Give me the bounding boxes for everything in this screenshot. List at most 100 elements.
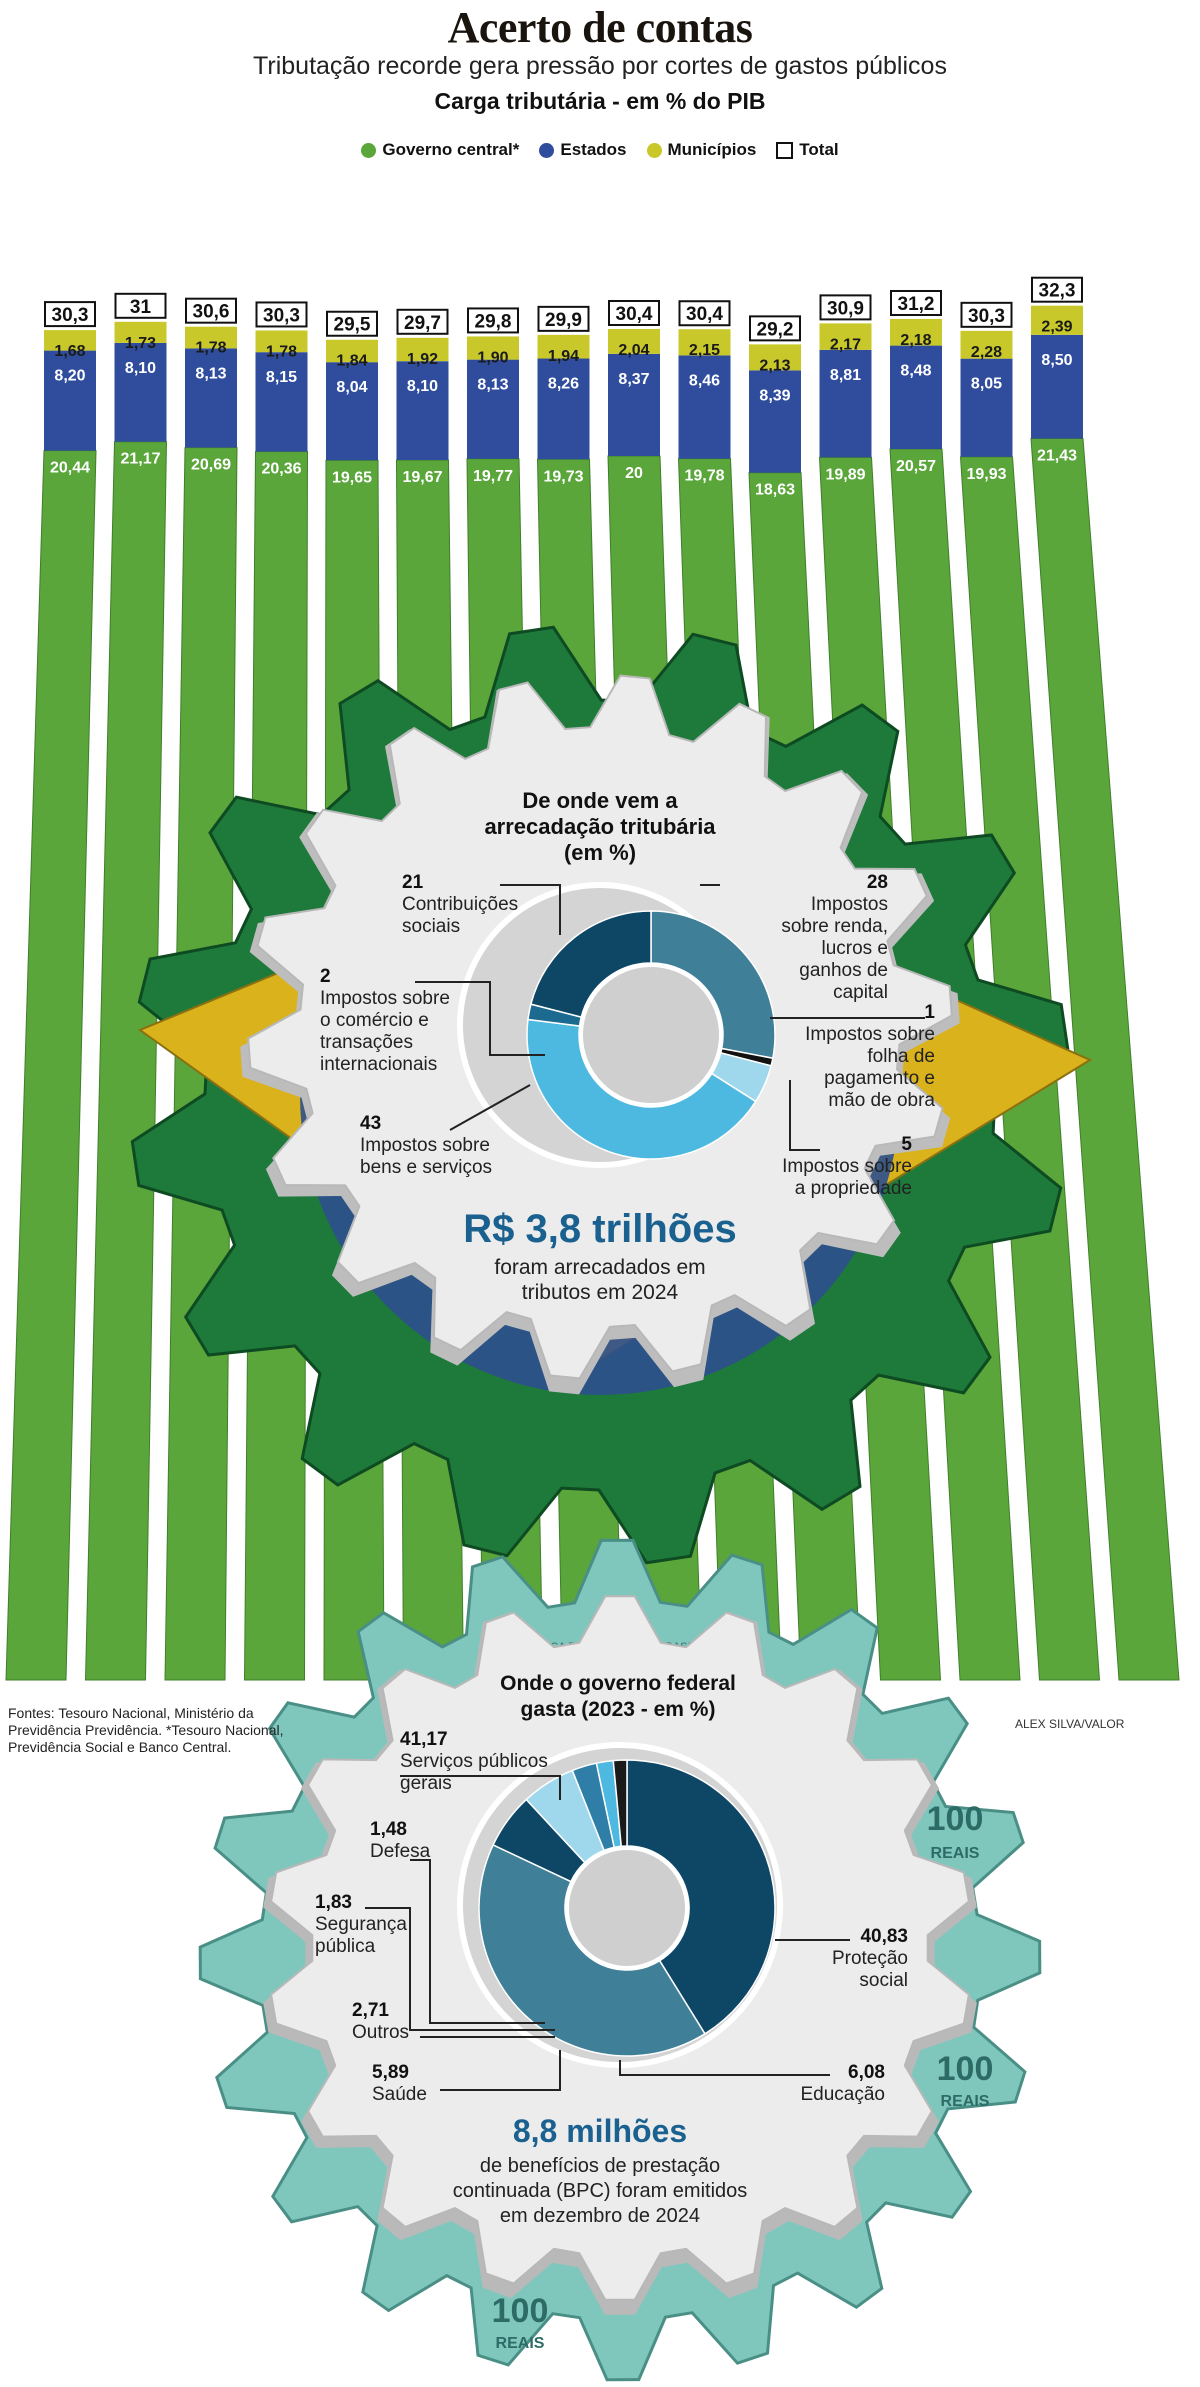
bar-municipios-12 (819, 323, 872, 350)
label-estados-5: 8,04 (336, 379, 367, 396)
label-estados-13: 8,48 (900, 363, 931, 380)
label-estados-7: 8,13 (477, 377, 508, 394)
label-central-3: 20,69 (191, 457, 231, 474)
sources-note: Fontes: Tesouro Nacional, Ministério da … (8, 1705, 284, 1755)
label-estados-6: 8,10 (407, 378, 438, 395)
label-estados-14: 8,05 (971, 376, 1002, 393)
total-box-11 (749, 315, 801, 342)
banknote-100-2: 100 (937, 2050, 994, 2088)
bar-estados-13 (890, 345, 942, 450)
banknote-100-3: 100 (492, 2292, 549, 2330)
banknote-reais-2: REAIS (941, 2093, 990, 2110)
revenue-text-3-2: o comércio e (320, 1010, 429, 1031)
label-total-15: 32,3 (1039, 281, 1076, 302)
revenue-text-4-4: mão de obra (828, 1090, 935, 1111)
legend-label-central: Governo central* (382, 140, 520, 159)
label-central-13: 20,57 (896, 458, 936, 475)
label-central-15: 21,43 (1037, 448, 1077, 465)
revenue-text-4-3: pagamento e (824, 1068, 935, 1089)
label-total-7: 29,8 (475, 311, 512, 332)
spending-text-1-2: gerais (400, 1773, 452, 1794)
label-estados-12: 8,81 (830, 367, 861, 384)
label-total-13: 31,2 (898, 294, 935, 315)
label-central-4: 20,36 (261, 461, 301, 478)
banknote-reais-3: REAIS (496, 2335, 545, 2352)
legend-label-municipios: Municípios (667, 140, 757, 159)
spending-value-4: 2,71 (352, 2000, 389, 2021)
label-municipios-3: 1,78 (195, 340, 226, 357)
label-estados-1: 8,20 (54, 368, 85, 385)
legend-swatch-municipios (646, 142, 662, 158)
revenue-highlight-line-2: tributos em 2024 (522, 1281, 679, 1304)
total-box-15 (1031, 276, 1083, 303)
legend-item-estados: Estados (539, 140, 627, 160)
label-total-12: 30,9 (827, 298, 864, 319)
spending-highlight-line-1: de benefícios de prestação (480, 2155, 720, 2177)
revenue-text-2-4: ganhos de (799, 960, 888, 981)
label-estados-11: 8,39 (759, 387, 790, 404)
spending-text-3-1: Segurança (315, 1914, 407, 1935)
total-box-1 (44, 301, 96, 328)
label-municipios-13: 2,18 (900, 332, 931, 349)
spending-title-line-1: Onde o governo federal (500, 1672, 736, 1695)
bar-estados-10 (678, 355, 731, 459)
label-central-7: 19,77 (473, 468, 513, 485)
spending-text-4-1: Outros (352, 2022, 409, 2043)
revenue-value-4: 1 (924, 1002, 935, 1023)
bar-estados-14 (960, 358, 1013, 457)
revenue-highlight-value: R$ 3,8 trilhões (463, 1207, 736, 1251)
bar-municipios-8 (537, 334, 590, 359)
total-box-3 (185, 297, 237, 324)
revenue-text-2-1: Impostos (811, 894, 888, 915)
bar-municipios-5 (326, 339, 378, 363)
spending-value-7: 6,08 (848, 2062, 885, 2083)
leader-propriedade (789, 1080, 820, 1151)
revenue-value-6: 5 (901, 1134, 912, 1155)
label-municipios-4: 1,78 (266, 343, 297, 360)
bar-estados-5 (326, 362, 378, 461)
revenue-text-6-1: Impostos sobre (782, 1156, 912, 1177)
label-municipios-12: 2,17 (830, 336, 861, 353)
label-central-10: 19,78 (684, 468, 724, 485)
label-total-8: 29,9 (545, 310, 582, 331)
chart-title: Carga tributária - em % do PIB (434, 88, 766, 114)
spending-highlight-line-2: continuada (BPC) foram emitidos (453, 2180, 748, 2202)
spending-gear: 100REAIS100REAIS100REAISREPÚBLICA FEDERA… (198, 1538, 1042, 2382)
bar-central-2 (84, 441, 168, 1681)
revenue-value-5: 43 (360, 1113, 381, 1134)
banknote-reais-1: REAIS (931, 1845, 980, 1862)
page-title: Acerto de contas (447, 3, 753, 52)
spending-title-line-2: gasta (2023 - em %) (521, 1698, 716, 1721)
label-estados-8: 8,26 (548, 376, 579, 393)
revenue-text-3-3: transações (320, 1032, 413, 1053)
label-total-14: 30,3 (968, 306, 1005, 327)
bar-municipios-10 (678, 329, 731, 356)
spending-text-2-1: Defesa (370, 1841, 431, 1862)
label-total-3: 30,6 (193, 302, 230, 323)
bar-estados-4 (255, 352, 308, 452)
bar-estados-3 (185, 348, 237, 448)
spending-text-1-1: Serviços públicos (400, 1751, 548, 1772)
revenue-value-2: 28 (867, 872, 888, 893)
bar-estados-6 (396, 361, 449, 461)
revenue-text-1-2: sociais (402, 916, 460, 937)
label-estados-3: 8,13 (195, 365, 226, 382)
spending-highlight-value: 8,8 milhões (513, 2113, 687, 2149)
leader-saude (440, 2050, 561, 2091)
page-subtitle: Tributação recorde gera pressão por cort… (253, 52, 947, 80)
spending-text-3-2: pública (315, 1936, 376, 1957)
revenue-text-2-5: capital (833, 982, 888, 1003)
label-total-5: 29,5 (334, 315, 371, 336)
revenue-text-4-2: folha de (867, 1046, 935, 1067)
revenue-value-3: 2 (320, 966, 331, 987)
bar-estados-8 (537, 358, 590, 460)
banknote-100-1: 100 (927, 1800, 984, 1838)
revenue-highlight-line-1: foram arrecadados em (494, 1256, 705, 1279)
revenue-text-6-2: a propriedade (795, 1178, 912, 1199)
label-estados-15: 8,50 (1041, 352, 1072, 369)
label-municipios-5: 1,84 (336, 353, 367, 370)
bar-central-1 (5, 450, 97, 1681)
bar-estados-7 (467, 359, 519, 459)
bar-estados-11 (749, 370, 801, 473)
chart-legend: Governo central* Estados Municípios Tota… (0, 140, 1200, 160)
